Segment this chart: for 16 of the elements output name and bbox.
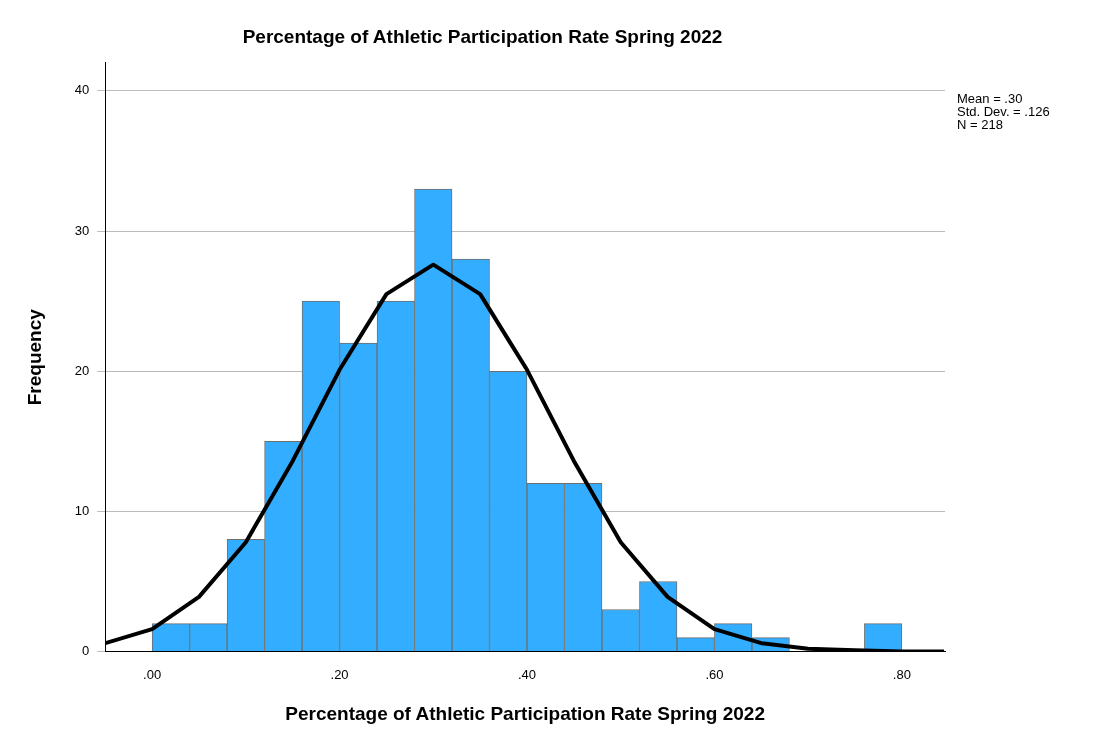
y-tick-label: 40 [74, 82, 90, 98]
text: N = 218 [957, 116, 1003, 132]
x-tick-label: .80 [892, 666, 911, 682]
x-tick-label: .00 [143, 666, 162, 682]
x-tick-label: .40 [517, 666, 537, 682]
chart-title: Percentage of Athletic Participation Rate Spring 2022 [242, 25, 723, 47]
y-tick-label: 10 [74, 502, 90, 518]
x-tick-label: .20 [330, 666, 349, 682]
y-axis-title: Frequency [23, 308, 45, 406]
x-tick-label: .60 [705, 666, 724, 682]
x-axis-title: Percentage of Athletic Participation Rate Spring 2022 [285, 702, 765, 724]
y-tick-label: 0 [82, 643, 90, 659]
y-tick-label: 20 [74, 362, 90, 378]
text: Mean = .30 [957, 90, 1023, 106]
text: Std. Dev. = .126 [957, 103, 1050, 119]
y-tick-label: 30 [74, 222, 90, 238]
